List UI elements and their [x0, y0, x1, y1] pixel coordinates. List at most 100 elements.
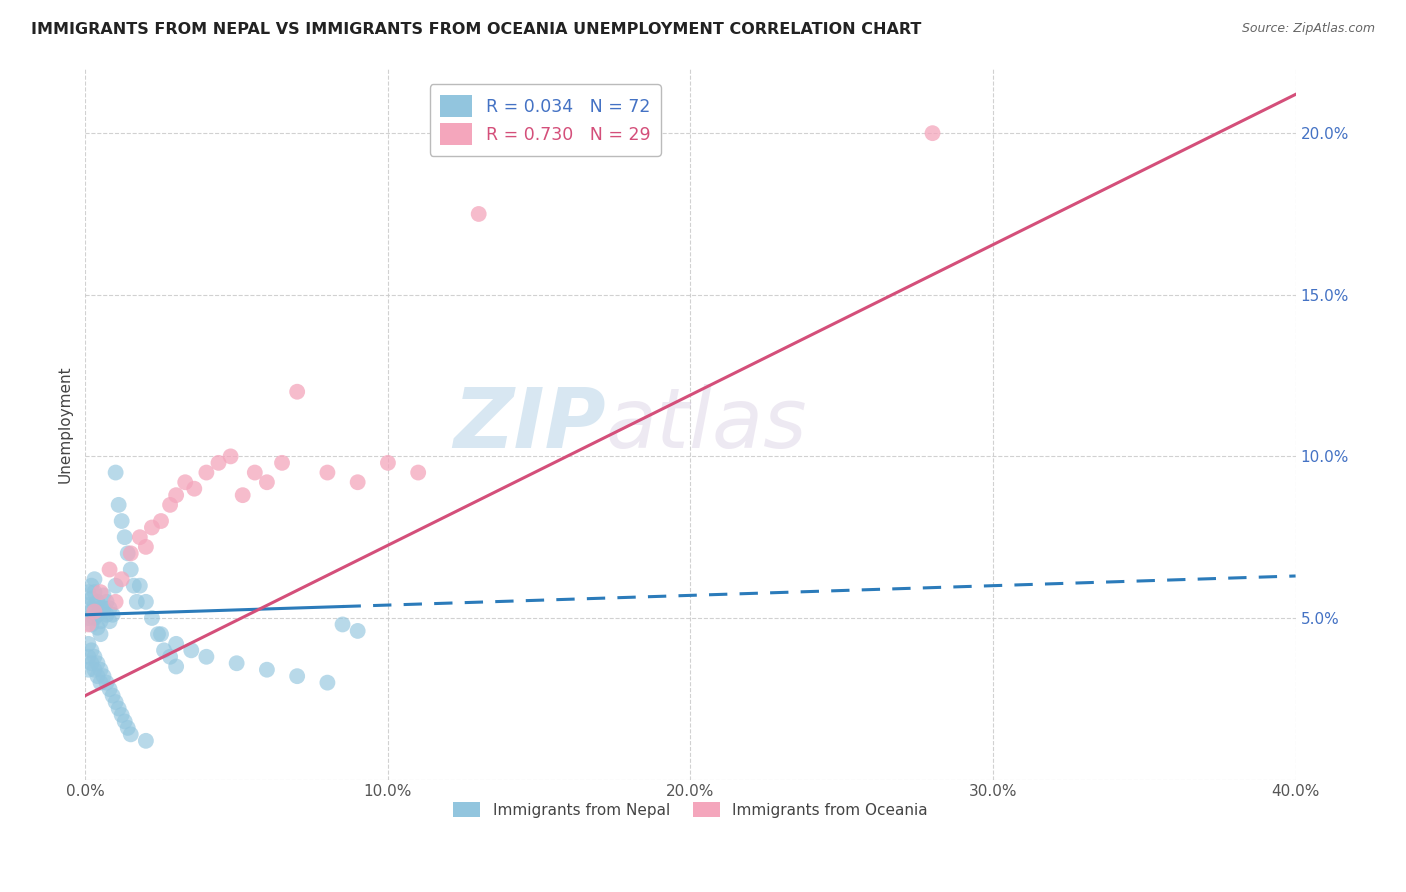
Point [77, 611, 100, 625]
Point [98, 614, 121, 628]
Point [183, 482, 205, 496]
Point [111, 572, 134, 586]
Point [96, 675, 118, 690]
Point [174, 475, 197, 490]
Point [83, 649, 105, 664]
Point [332, 617, 354, 632]
Text: IMMIGRANTS FROM NEPAL VS IMMIGRANTS FROM OCEANIA UNEMPLOYMENT CORRELATION CHART: IMMIGRANTS FROM NEPAL VS IMMIGRANTS FROM… [31, 22, 921, 37]
Point [77, 637, 100, 651]
Point [141, 520, 163, 534]
Point [346, 475, 368, 490]
Point [104, 579, 127, 593]
Point [93, 669, 115, 683]
Point [98, 562, 121, 576]
Point [77, 598, 100, 612]
Point [122, 579, 145, 593]
Point [89, 675, 111, 690]
Point [98, 682, 121, 697]
Point [89, 601, 111, 615]
Point [83, 572, 105, 586]
Point [83, 611, 105, 625]
Point [150, 627, 173, 641]
Point [159, 649, 181, 664]
Point [114, 530, 136, 544]
Point [86, 607, 108, 622]
Point [77, 663, 100, 677]
Point [285, 669, 308, 683]
Point [128, 530, 150, 544]
Point [165, 637, 187, 651]
Text: atlas: atlas [606, 384, 807, 465]
Point [89, 614, 111, 628]
Point [101, 607, 124, 622]
Point [114, 714, 136, 729]
Point [135, 734, 157, 748]
Point [180, 643, 202, 657]
Point [111, 514, 134, 528]
Point [96, 607, 118, 622]
Point [89, 627, 111, 641]
Point [93, 601, 115, 615]
Point [120, 562, 142, 576]
Point [377, 456, 399, 470]
Point [141, 611, 163, 625]
Legend: Immigrants from Nepal, Immigrants from Oceania: Immigrants from Nepal, Immigrants from O… [446, 794, 936, 825]
Point [195, 649, 218, 664]
Point [77, 617, 100, 632]
Point [467, 207, 489, 221]
Point [83, 585, 105, 599]
Point [86, 621, 108, 635]
Point [316, 466, 339, 480]
Point [165, 488, 187, 502]
Point [86, 657, 108, 671]
Point [86, 669, 108, 683]
Point [256, 663, 278, 677]
Point [195, 466, 218, 480]
Point [86, 595, 108, 609]
Point [316, 675, 339, 690]
Point [104, 466, 127, 480]
Y-axis label: Unemployment: Unemployment [58, 365, 72, 483]
Point [80, 605, 103, 619]
Point [120, 727, 142, 741]
Point [271, 456, 294, 470]
Point [135, 540, 157, 554]
Point [83, 663, 105, 677]
Point [146, 627, 169, 641]
Point [77, 585, 100, 599]
Point [104, 695, 127, 709]
Point [285, 384, 308, 399]
Point [80, 591, 103, 606]
Point [135, 595, 157, 609]
Point [256, 475, 278, 490]
Point [117, 546, 139, 560]
Point [89, 585, 111, 599]
Point [107, 498, 129, 512]
Point [98, 601, 121, 615]
Point [80, 657, 103, 671]
Point [80, 643, 103, 657]
Point [128, 579, 150, 593]
Point [159, 498, 181, 512]
Point [243, 466, 266, 480]
Point [111, 708, 134, 723]
Point [150, 514, 173, 528]
Point [107, 701, 129, 715]
Point [117, 721, 139, 735]
Point [120, 546, 142, 560]
Point [406, 466, 429, 480]
Point [153, 643, 176, 657]
Point [165, 659, 187, 673]
Point [83, 605, 105, 619]
Point [83, 598, 105, 612]
Point [93, 588, 115, 602]
Point [77, 649, 100, 664]
Point [346, 624, 368, 638]
Point [225, 657, 247, 671]
Point [89, 663, 111, 677]
Point [219, 450, 242, 464]
Point [80, 617, 103, 632]
Point [104, 595, 127, 609]
Point [96, 595, 118, 609]
Point [232, 488, 254, 502]
